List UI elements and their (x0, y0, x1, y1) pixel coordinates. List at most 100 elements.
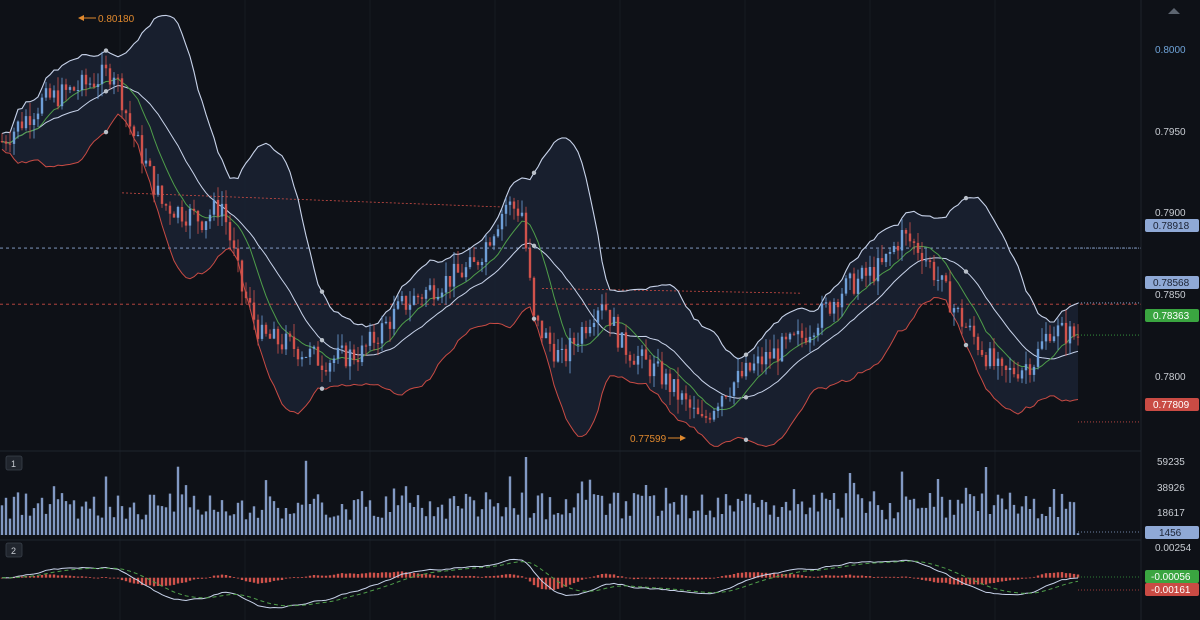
candle[interactable] (744, 362, 748, 377)
candle[interactable] (1076, 336, 1080, 338)
volume-bar[interactable] (232, 514, 236, 535)
volume-bar[interactable] (868, 501, 872, 535)
volume-bar[interactable] (368, 500, 372, 535)
candle[interactable] (892, 246, 896, 252)
price-panel[interactable] (0, 14, 1141, 448)
volume-bar[interactable] (972, 496, 976, 535)
candle[interactable] (1028, 364, 1032, 375)
volume-bar[interactable] (120, 506, 124, 535)
candle[interactable] (512, 201, 516, 209)
candle[interactable] (508, 201, 512, 205)
volume-bar[interactable] (780, 507, 784, 535)
volume-bar[interactable] (696, 510, 700, 535)
candle[interactable] (276, 328, 280, 345)
volume-bar[interactable] (600, 495, 604, 535)
volume-bar[interactable] (636, 494, 640, 536)
volume-bar[interactable] (60, 493, 64, 535)
candle[interactable] (616, 316, 620, 348)
volume-bar[interactable] (900, 471, 904, 535)
volume-bar[interactable] (176, 466, 180, 535)
candle[interactable] (476, 262, 480, 266)
volume-bar[interactable] (348, 519, 352, 535)
volume-bar[interactable] (256, 517, 260, 535)
volume-bar[interactable] (560, 514, 564, 536)
volume-bar[interactable] (728, 505, 732, 535)
price-tag[interactable]: 0.78568 (1145, 276, 1199, 289)
volume-bar[interactable] (152, 494, 156, 535)
volume-bar[interactable] (816, 511, 820, 536)
candle[interactable] (880, 258, 884, 263)
candle[interactable] (552, 343, 556, 362)
volume-bar[interactable] (864, 512, 868, 535)
volume-bar[interactable] (788, 510, 792, 536)
candle[interactable] (1016, 374, 1020, 379)
volume-bar[interactable] (880, 509, 884, 535)
volume-bar[interactable] (488, 499, 492, 535)
volume-bar[interactable] (768, 514, 772, 535)
candle[interactable] (540, 320, 544, 339)
volume-bar[interactable] (956, 499, 960, 535)
candle[interactable] (504, 204, 508, 214)
candle[interactable] (268, 333, 272, 339)
volume-bar[interactable] (444, 518, 448, 535)
candle[interactable] (1004, 365, 1008, 370)
candle[interactable] (320, 365, 324, 370)
volume-bar[interactable] (12, 496, 16, 535)
volume-bar[interactable] (888, 503, 892, 535)
candle[interactable] (740, 370, 744, 377)
volume-bar[interactable] (592, 494, 596, 535)
candle[interactable] (968, 325, 972, 328)
candle[interactable] (488, 242, 492, 246)
volume-bar[interactable] (188, 507, 192, 535)
candle[interactable] (16, 121, 20, 132)
volume-bar[interactable] (876, 505, 880, 535)
candle[interactable] (140, 135, 144, 164)
candle[interactable] (652, 363, 656, 377)
volume-bar[interactable] (432, 516, 436, 535)
candle[interactable] (1056, 325, 1060, 337)
candle[interactable] (116, 77, 120, 79)
volume-bar[interactable] (496, 503, 500, 535)
candle[interactable] (280, 344, 284, 350)
candle[interactable] (40, 97, 44, 114)
candle[interactable] (624, 332, 628, 355)
volume-bar[interactable] (376, 516, 380, 535)
volume-bar[interactable] (216, 511, 220, 535)
volume-bar[interactable] (752, 502, 756, 535)
candle[interactable] (896, 246, 900, 251)
candle[interactable] (588, 327, 592, 334)
volume-bar[interactable] (228, 515, 232, 536)
candle[interactable] (392, 308, 396, 329)
candle[interactable] (28, 116, 32, 125)
candle[interactable] (32, 119, 36, 125)
candle[interactable] (668, 373, 672, 392)
candle[interactable] (656, 361, 660, 364)
candle[interactable] (500, 213, 504, 230)
candle[interactable] (940, 275, 944, 280)
volume-bar[interactable] (324, 514, 328, 535)
candle[interactable] (152, 166, 156, 195)
candle[interactable] (168, 205, 172, 214)
candle[interactable] (976, 336, 980, 350)
volume-bar[interactable] (196, 509, 200, 535)
volume-bar[interactable] (36, 503, 40, 535)
volume-bar[interactable] (588, 479, 592, 535)
candle[interactable] (780, 336, 784, 362)
volume-bar[interactable] (464, 493, 468, 535)
volume-bar[interactable] (84, 501, 88, 535)
candle[interactable] (108, 68, 112, 85)
candle[interactable] (712, 411, 716, 420)
volume-bar[interactable] (604, 514, 608, 535)
candle[interactable] (1036, 348, 1040, 367)
candle[interactable] (360, 345, 364, 363)
candle[interactable] (344, 345, 348, 367)
candle[interactable] (572, 337, 576, 344)
volume-bar[interactable] (796, 504, 800, 535)
volume-bar[interactable] (512, 508, 516, 535)
volume-bar[interactable] (296, 502, 300, 535)
candle[interactable] (252, 302, 256, 320)
volume-bar[interactable] (124, 518, 128, 535)
candle[interactable] (724, 396, 728, 397)
candle[interactable] (992, 348, 996, 366)
volume-bar[interactable] (776, 516, 780, 535)
